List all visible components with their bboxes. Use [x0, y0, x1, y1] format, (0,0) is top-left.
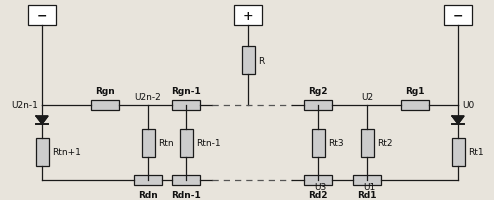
- Bar: [172, 175, 200, 185]
- Text: −: −: [453, 9, 463, 22]
- Bar: [234, 6, 262, 26]
- Text: Rdn: Rdn: [138, 190, 158, 199]
- Text: U2: U2: [361, 93, 373, 101]
- Bar: [353, 175, 381, 185]
- Bar: [141, 129, 155, 157]
- Text: Rt1: Rt1: [468, 148, 484, 157]
- Text: U1: U1: [363, 182, 375, 191]
- Bar: [452, 138, 464, 166]
- Text: Rtn: Rtn: [159, 138, 174, 147]
- Text: U2n-2: U2n-2: [135, 93, 162, 101]
- Bar: [134, 175, 162, 185]
- Bar: [304, 175, 332, 185]
- Text: Rgn: Rgn: [95, 87, 115, 96]
- Text: R: R: [258, 56, 265, 65]
- Text: Rt3: Rt3: [329, 138, 344, 147]
- Text: U2n-1: U2n-1: [11, 101, 38, 110]
- Bar: [444, 6, 472, 26]
- Bar: [312, 129, 325, 157]
- Bar: [179, 129, 193, 157]
- Text: +: +: [243, 9, 253, 22]
- Text: Rd1: Rd1: [357, 190, 377, 199]
- Text: U3: U3: [314, 182, 326, 191]
- Bar: [304, 100, 332, 110]
- Text: Rt2: Rt2: [377, 138, 393, 147]
- Bar: [36, 138, 48, 166]
- Bar: [242, 47, 254, 75]
- Text: Rtn+1: Rtn+1: [52, 148, 82, 157]
- Text: Rg2: Rg2: [308, 87, 328, 96]
- Text: Rdn-1: Rdn-1: [171, 190, 201, 199]
- Text: Rtn-1: Rtn-1: [197, 138, 221, 147]
- Text: Rd2: Rd2: [308, 190, 328, 199]
- Bar: [172, 100, 200, 110]
- Polygon shape: [36, 116, 48, 124]
- Bar: [361, 129, 373, 157]
- Polygon shape: [452, 116, 464, 124]
- Text: Rgn-1: Rgn-1: [171, 87, 201, 96]
- Bar: [401, 100, 429, 110]
- Text: −: −: [37, 9, 47, 22]
- Bar: [28, 6, 56, 26]
- Text: Rg1: Rg1: [405, 87, 425, 96]
- Bar: [91, 100, 119, 110]
- Text: U0: U0: [462, 101, 474, 110]
